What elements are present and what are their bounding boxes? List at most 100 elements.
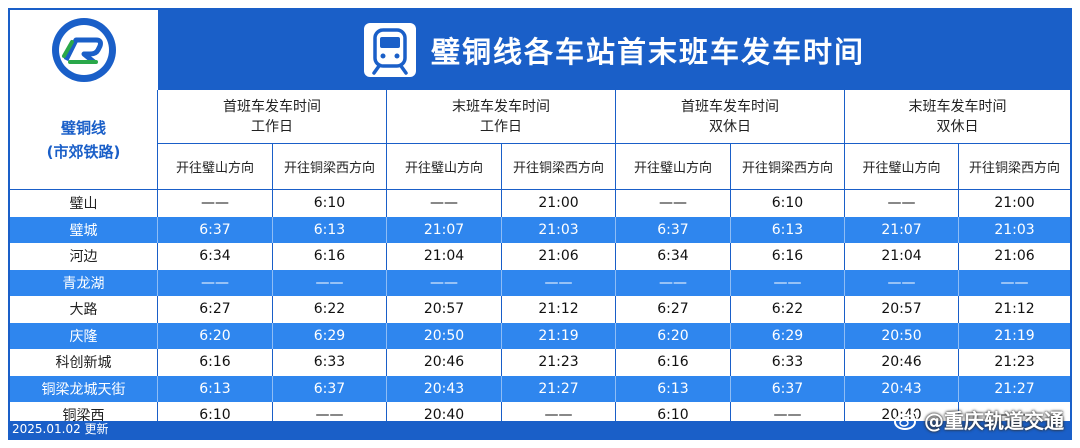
departure-time: 6:13 <box>731 216 845 243</box>
departure-time: 6:34 <box>616 243 731 270</box>
footer-bar <box>10 421 1070 438</box>
departure-time: —— <box>158 190 273 217</box>
departure-time: —— <box>387 190 502 217</box>
group-header-3: 首班车发车时间 双休日 <box>616 90 845 144</box>
table-row: 青龙湖 —— —— —— —— —— —— —— —— <box>10 269 1070 296</box>
departure-time: 21:00 <box>502 190 616 217</box>
direction-header: 开往铜梁西方向 <box>731 144 845 190</box>
departure-time: 21:04 <box>387 243 502 270</box>
departure-time: 6:27 <box>616 296 731 323</box>
departure-time: 6:16 <box>273 243 387 270</box>
station-name: 璧城 <box>10 216 158 243</box>
departure-time: 20:46 <box>387 349 502 376</box>
departure-time: 6:29 <box>273 322 387 349</box>
table-row: 铜梁龙城天街 6:13 6:37 20:43 21:27 6:13 6:37 20:43 21:… <box>10 375 1070 402</box>
table-row: 科创新城 6:16 6:33 20:46 21:23 6:16 6:33 20:46 21:23 <box>10 349 1070 376</box>
watermark-text: @重庆轨道交通 <box>924 409 1064 433</box>
departure-time: 21:07 <box>387 216 502 243</box>
direction-header: 开往铜梁西方向 <box>502 144 616 190</box>
station-name: 铜梁西 <box>10 402 158 429</box>
departure-time: —— <box>273 402 387 429</box>
direction-header: 开往璧山方向 <box>845 144 959 190</box>
departure-time: —— <box>731 402 845 429</box>
group-header-1: 首班车发车时间 工作日 <box>158 90 387 144</box>
station-name: 庆隆 <box>10 322 158 349</box>
departure-time: 6:29 <box>731 322 845 349</box>
schedule-board: 璧铜线各车站首末班车发车时间 璧铜线 (市郊铁路) 首班车发车时间 工作日 末班… <box>8 8 1072 440</box>
departure-time: 20:50 <box>845 322 959 349</box>
departure-time: 6:10 <box>731 190 845 217</box>
departure-time: 6:10 <box>158 402 273 429</box>
departure-time: 6:37 <box>731 375 845 402</box>
departure-time: 6:33 <box>273 349 387 376</box>
group-subtitle: 工作日 <box>251 118 293 135</box>
departure-time: 6:13 <box>273 216 387 243</box>
direction-header: 开往铜梁西方向 <box>959 144 1070 190</box>
group-title: 首班车发车时间 <box>223 98 321 115</box>
departure-time: 20:57 <box>845 296 959 323</box>
departure-time: —— <box>387 269 502 296</box>
departure-time: 6:34 <box>158 243 273 270</box>
update-date: 2025.01.02 更新 <box>12 422 109 436</box>
departure-time: —— <box>845 269 959 296</box>
station-name: 铜梁龙城天街 <box>10 375 158 402</box>
departure-time: 6:22 <box>273 296 387 323</box>
departure-time: —— <box>1000 407 1029 424</box>
line-name: 璧铜线 <box>60 118 106 137</box>
table-row: 璧山 —— 6:10 —— 21:00 —— 6:10 —— 21:00 <box>10 190 1070 217</box>
train-icon <box>363 23 416 77</box>
departure-time: —— <box>502 402 616 429</box>
station-name: 大路 <box>10 296 158 323</box>
departure-time: 6:37 <box>273 375 387 402</box>
departure-time: 6:33 <box>731 349 845 376</box>
group-subtitle: 工作日 <box>480 118 522 135</box>
departure-time: 6:13 <box>616 375 731 402</box>
departure-time: —— <box>502 269 616 296</box>
departure-time: 20:40 <box>387 402 502 429</box>
station-name: 青龙湖 <box>10 269 158 296</box>
departure-time: 20:57 <box>387 296 502 323</box>
group-title: 末班车发车时间 <box>908 98 1007 115</box>
departure-time: 21:00 <box>994 195 1035 212</box>
direction-header: 开往璧山方向 <box>616 144 731 190</box>
departure-time: —— <box>273 269 387 296</box>
page-title: 璧铜线各车站首末班车发车时间 <box>430 35 865 69</box>
departure-time: 21:07 <box>845 216 959 243</box>
line-subtitle: (市郊铁路) <box>46 142 121 161</box>
group-subtitle: 双休日 <box>709 118 751 135</box>
departure-time: 6:10 <box>273 190 387 217</box>
departure-time: —— <box>845 190 959 217</box>
departure-time: 21:12 <box>502 296 616 323</box>
departure-time: 21:03 <box>994 221 1035 238</box>
departure-time: 6:20 <box>158 322 273 349</box>
title-bar: 璧铜线各车站首末班车发车时间 <box>158 10 1070 90</box>
departure-time: 6:27 <box>158 296 273 323</box>
direction-header: 开往铜梁西方向 <box>273 144 387 190</box>
departure-time: 6:22 <box>731 296 845 323</box>
departure-time: 6:37 <box>158 216 273 243</box>
departure-time: 6:16 <box>616 349 731 376</box>
departure-time: —— <box>616 190 731 217</box>
departure-time: 6:10 <box>616 402 731 429</box>
departure-time: 21:06 <box>994 248 1035 265</box>
station-name: 河边 <box>10 243 158 270</box>
departure-time: 6:13 <box>158 375 273 402</box>
departure-time: 6:16 <box>158 349 273 376</box>
departure-time: 20:50 <box>387 322 502 349</box>
logo-area <box>10 10 158 90</box>
table-row: 大路 6:27 6:22 20:57 21:12 6:27 6:22 20:57 21:12 <box>10 296 1070 323</box>
departure-time: 21:03 <box>502 216 616 243</box>
watermark: @重庆轨道交通 <box>894 405 1064 434</box>
chongqing-rail-logo-icon <box>52 18 116 82</box>
departure-time: 21:06 <box>502 243 616 270</box>
departure-time: 21:23 <box>502 349 616 376</box>
departure-time: 21:19 <box>994 327 1035 344</box>
departure-time: 6:16 <box>731 243 845 270</box>
group-header-2: 末班车发车时间 工作日 <box>387 90 616 144</box>
direction-header: 开往璧山方向 <box>387 144 502 190</box>
departure-time: 21:04 <box>845 243 959 270</box>
departure-time: 21:19 <box>502 322 616 349</box>
group-title: 末班车发车时间 <box>452 98 550 115</box>
table-row: 河边 6:34 6:16 21:04 21:06 6:34 6:16 21:04 21:06 <box>10 243 1070 270</box>
station-name: 科创新城 <box>10 349 158 376</box>
